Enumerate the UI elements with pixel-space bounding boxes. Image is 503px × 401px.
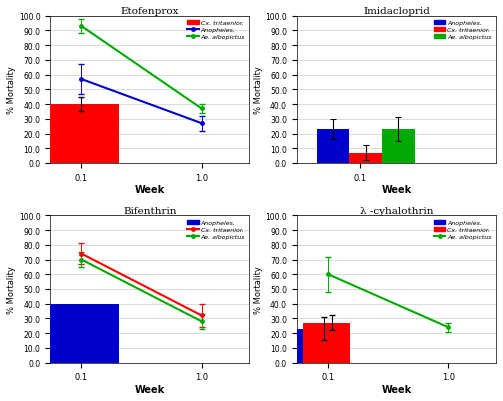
Title: Imidacloprid: Imidacloprid bbox=[363, 7, 430, 16]
Title: Bifenthrin: Bifenthrin bbox=[123, 206, 177, 215]
Y-axis label: % Mortality: % Mortality bbox=[7, 66, 16, 114]
Bar bbox=[303, 323, 350, 363]
Y-axis label: % Mortality: % Mortality bbox=[254, 66, 263, 114]
X-axis label: Week: Week bbox=[135, 384, 165, 394]
X-axis label: Week: Week bbox=[381, 185, 411, 195]
X-axis label: Week: Week bbox=[135, 185, 165, 195]
Bar bbox=[382, 130, 414, 164]
Y-axis label: % Mortality: % Mortality bbox=[7, 265, 16, 313]
Title: Etofenprox: Etofenprox bbox=[121, 7, 179, 16]
Title: λ -cyhalothrin: λ -cyhalothrin bbox=[360, 206, 433, 215]
Legend: Anopheles., Cx. tritaenior., Ae. albopictus: Anopheles., Cx. tritaenior., Ae. albopic… bbox=[433, 219, 493, 241]
Bar bbox=[290, 329, 345, 363]
Legend: Anopheles., Cx. tritaenior., Ae. albopictus: Anopheles., Cx. tritaenior., Ae. albopic… bbox=[186, 219, 246, 241]
Bar bbox=[350, 153, 382, 164]
X-axis label: Week: Week bbox=[381, 384, 411, 394]
Bar bbox=[0, 105, 119, 164]
Bar bbox=[317, 130, 350, 164]
Legend: Anopheles., Cx. tritaenior., Ae. albopictus: Anopheles., Cx. tritaenior., Ae. albopic… bbox=[433, 20, 493, 41]
Legend: Cx. tritaenior., Anopheles., Ae. albopictus: Cx. tritaenior., Anopheles., Ae. albopic… bbox=[186, 20, 246, 41]
Bar bbox=[0, 304, 119, 363]
Y-axis label: % Mortality: % Mortality bbox=[254, 265, 263, 313]
